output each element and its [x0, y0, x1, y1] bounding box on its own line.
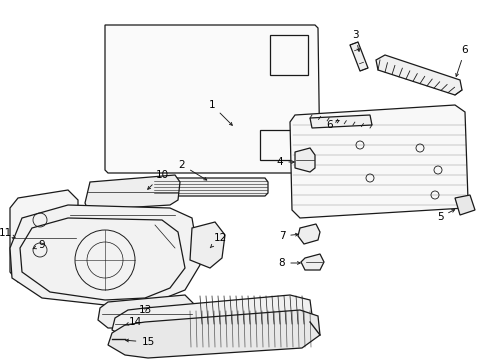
Text: 12: 12: [210, 233, 227, 248]
Polygon shape: [310, 115, 372, 128]
Polygon shape: [108, 310, 320, 358]
Text: 4: 4: [277, 157, 294, 167]
Text: 6: 6: [327, 120, 339, 130]
Polygon shape: [350, 42, 368, 71]
Text: 8: 8: [279, 258, 300, 268]
Polygon shape: [10, 190, 78, 282]
Polygon shape: [190, 222, 225, 268]
Polygon shape: [112, 295, 312, 338]
Polygon shape: [10, 205, 200, 305]
Text: 13: 13: [138, 305, 151, 315]
Polygon shape: [301, 254, 324, 270]
Polygon shape: [295, 148, 315, 172]
Polygon shape: [298, 224, 320, 244]
Text: 2: 2: [179, 160, 207, 180]
Polygon shape: [152, 178, 268, 196]
Text: 15: 15: [126, 337, 155, 347]
Polygon shape: [290, 105, 468, 218]
Text: 11: 11: [0, 228, 15, 238]
Polygon shape: [455, 195, 475, 215]
Text: 5: 5: [437, 210, 455, 222]
Text: 6: 6: [456, 45, 468, 76]
Text: 10: 10: [147, 170, 169, 189]
Polygon shape: [376, 55, 462, 95]
Polygon shape: [98, 295, 195, 328]
Text: 14: 14: [125, 317, 142, 327]
Polygon shape: [85, 175, 180, 210]
Text: 7: 7: [279, 231, 298, 241]
Text: 1: 1: [209, 100, 232, 125]
Text: 3: 3: [352, 30, 360, 51]
Polygon shape: [105, 25, 320, 173]
Text: 9: 9: [33, 240, 45, 250]
